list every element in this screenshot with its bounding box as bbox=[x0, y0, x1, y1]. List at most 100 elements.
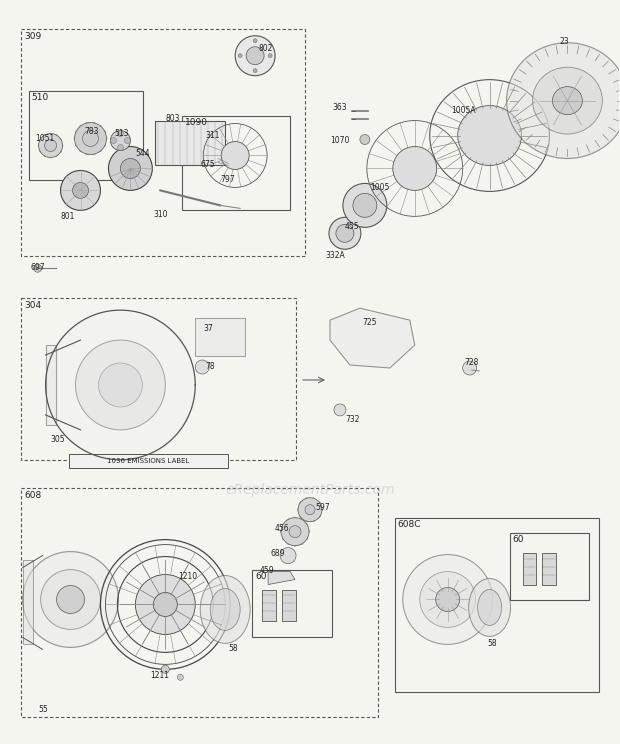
Circle shape bbox=[317, 501, 321, 504]
Circle shape bbox=[312, 519, 315, 522]
Circle shape bbox=[293, 543, 297, 546]
Text: 58: 58 bbox=[228, 644, 238, 653]
Circle shape bbox=[312, 498, 315, 501]
Text: 310: 310 bbox=[153, 211, 168, 219]
Circle shape bbox=[336, 225, 354, 243]
Circle shape bbox=[117, 130, 123, 137]
Ellipse shape bbox=[210, 589, 240, 630]
Circle shape bbox=[104, 137, 107, 141]
Circle shape bbox=[280, 548, 296, 563]
Text: 311: 311 bbox=[205, 130, 219, 140]
Circle shape bbox=[102, 143, 105, 147]
Circle shape bbox=[49, 155, 52, 158]
Bar bbox=[523, 553, 536, 585]
Bar bbox=[69, 454, 228, 468]
Circle shape bbox=[33, 264, 42, 272]
Polygon shape bbox=[330, 308, 415, 368]
Circle shape bbox=[161, 665, 169, 673]
Circle shape bbox=[59, 138, 61, 141]
Text: 37: 37 bbox=[203, 324, 213, 333]
Text: 797: 797 bbox=[220, 176, 235, 185]
Circle shape bbox=[74, 137, 78, 141]
Polygon shape bbox=[268, 571, 295, 585]
Text: 1036 EMISSIONS LABEL: 1036 EMISSIONS LABEL bbox=[107, 458, 190, 464]
Polygon shape bbox=[156, 121, 225, 165]
Circle shape bbox=[463, 361, 477, 375]
Text: 728: 728 bbox=[464, 358, 479, 367]
Circle shape bbox=[305, 519, 308, 522]
Circle shape bbox=[125, 138, 130, 144]
Text: 510: 510 bbox=[32, 92, 49, 102]
Text: 1210: 1210 bbox=[179, 571, 197, 580]
Circle shape bbox=[110, 138, 117, 144]
Text: 58: 58 bbox=[487, 639, 497, 649]
Circle shape bbox=[282, 524, 286, 527]
Bar bbox=[262, 589, 276, 621]
Text: 544: 544 bbox=[135, 149, 150, 158]
Circle shape bbox=[153, 592, 177, 617]
Circle shape bbox=[102, 130, 105, 134]
Text: 309: 309 bbox=[25, 32, 42, 41]
Circle shape bbox=[49, 133, 52, 136]
Circle shape bbox=[299, 515, 303, 518]
Circle shape bbox=[40, 150, 43, 153]
Circle shape bbox=[73, 182, 89, 199]
Text: 332A: 332A bbox=[325, 251, 345, 260]
Circle shape bbox=[99, 363, 143, 407]
Circle shape bbox=[177, 674, 184, 680]
Text: 60: 60 bbox=[513, 535, 524, 544]
Circle shape bbox=[304, 524, 308, 527]
Bar bbox=[20, 29, 305, 256]
Ellipse shape bbox=[458, 106, 521, 165]
Circle shape bbox=[76, 340, 166, 430]
Circle shape bbox=[76, 130, 79, 134]
Text: 597: 597 bbox=[315, 503, 330, 512]
Circle shape bbox=[98, 148, 102, 152]
Circle shape bbox=[319, 508, 322, 511]
Text: 1051: 1051 bbox=[35, 133, 55, 143]
Circle shape bbox=[238, 54, 242, 58]
Text: 608C: 608C bbox=[398, 519, 422, 529]
Text: 725: 725 bbox=[362, 318, 376, 327]
Circle shape bbox=[329, 217, 361, 249]
Circle shape bbox=[287, 519, 290, 522]
Circle shape bbox=[246, 47, 264, 65]
Circle shape bbox=[360, 135, 370, 144]
Circle shape bbox=[82, 130, 99, 147]
Text: 305: 305 bbox=[51, 434, 65, 444]
Text: 697: 697 bbox=[30, 263, 45, 272]
Circle shape bbox=[293, 517, 297, 521]
Text: eReplacementParts.com: eReplacementParts.com bbox=[225, 483, 395, 497]
Circle shape bbox=[117, 144, 123, 150]
Circle shape bbox=[299, 501, 303, 504]
Circle shape bbox=[79, 125, 83, 129]
Text: 732: 732 bbox=[345, 415, 360, 424]
Circle shape bbox=[305, 504, 315, 515]
Circle shape bbox=[403, 554, 493, 644]
Text: 60: 60 bbox=[255, 571, 267, 580]
Circle shape bbox=[86, 122, 89, 126]
Text: 1005: 1005 bbox=[370, 184, 389, 193]
Circle shape bbox=[420, 571, 476, 627]
Circle shape bbox=[300, 541, 303, 545]
Text: 459: 459 bbox=[260, 565, 275, 574]
Bar bbox=[20, 298, 296, 460]
Bar bbox=[195, 318, 245, 356]
Circle shape bbox=[282, 536, 286, 539]
Circle shape bbox=[221, 141, 249, 170]
Circle shape bbox=[98, 125, 102, 129]
Circle shape bbox=[306, 530, 309, 533]
Circle shape bbox=[40, 570, 100, 629]
Text: 23: 23 bbox=[559, 36, 569, 45]
Circle shape bbox=[287, 541, 290, 545]
Circle shape bbox=[300, 519, 303, 522]
Circle shape bbox=[61, 170, 100, 211]
Text: 802: 802 bbox=[258, 44, 273, 53]
Text: 1090: 1090 bbox=[185, 118, 208, 126]
Circle shape bbox=[268, 54, 272, 58]
Circle shape bbox=[120, 158, 140, 179]
Circle shape bbox=[235, 36, 275, 76]
Text: 363: 363 bbox=[332, 103, 347, 112]
Polygon shape bbox=[23, 559, 33, 644]
Circle shape bbox=[195, 360, 209, 374]
